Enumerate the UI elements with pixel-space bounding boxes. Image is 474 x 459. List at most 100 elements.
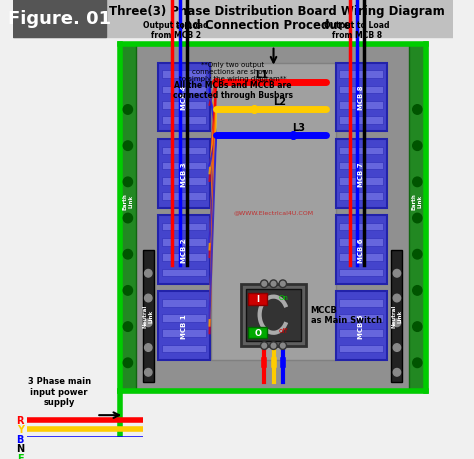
Circle shape — [123, 106, 133, 115]
Text: Three(3) Phase Distribution Board Wiring Diagram: Three(3) Phase Distribution Board Wiring… — [109, 5, 445, 18]
Bar — [241, 284, 306, 346]
Text: Figure. 01: Figure. 01 — [8, 10, 111, 28]
Circle shape — [123, 214, 133, 224]
Circle shape — [145, 270, 152, 278]
Circle shape — [123, 286, 133, 296]
Circle shape — [123, 322, 133, 332]
Text: MCB 6: MCB 6 — [358, 238, 364, 262]
Text: Earth
Link: Earth Link — [412, 192, 423, 209]
Bar — [162, 254, 206, 261]
Bar — [248, 294, 267, 305]
Bar — [143, 250, 154, 382]
Bar — [162, 102, 206, 109]
Bar — [336, 64, 387, 132]
Text: L1: L1 — [255, 70, 268, 80]
Text: Neutral
Link: Neutral Link — [392, 304, 402, 327]
Circle shape — [393, 295, 401, 302]
Bar — [158, 216, 210, 284]
Bar — [162, 162, 206, 170]
Bar — [409, 45, 426, 392]
Bar — [162, 299, 206, 307]
Bar — [339, 162, 383, 170]
Circle shape — [123, 141, 133, 151]
Bar — [162, 345, 206, 353]
Bar — [162, 239, 206, 246]
Circle shape — [413, 214, 422, 224]
Bar — [13, 0, 453, 38]
Bar — [162, 269, 206, 276]
Bar — [339, 239, 383, 246]
Bar — [336, 216, 387, 284]
Bar — [246, 289, 301, 341]
Bar — [211, 64, 336, 360]
Bar — [339, 102, 383, 109]
Circle shape — [123, 250, 133, 259]
Bar — [339, 71, 383, 79]
Bar — [158, 64, 210, 132]
Bar — [392, 250, 402, 382]
Text: O: O — [254, 328, 261, 337]
Bar — [339, 330, 383, 337]
Circle shape — [123, 178, 133, 187]
Text: MCCB
as Main Switch: MCCB as Main Switch — [310, 305, 382, 325]
Circle shape — [261, 280, 268, 288]
Bar — [248, 327, 267, 338]
Text: MCB 4: MCB 4 — [181, 85, 187, 110]
Text: Output to Load
from MCB 2: Output to Load from MCB 2 — [143, 21, 209, 40]
Circle shape — [413, 106, 422, 115]
Circle shape — [393, 344, 401, 352]
Bar — [339, 314, 383, 322]
Circle shape — [145, 319, 152, 327]
Circle shape — [270, 342, 277, 350]
Text: MCB 3: MCB 3 — [181, 162, 187, 186]
Text: L3: L3 — [292, 123, 305, 133]
Circle shape — [393, 270, 401, 278]
Text: 3 Phase main
input power
supply: 3 Phase main input power supply — [27, 377, 91, 406]
Bar — [339, 269, 383, 276]
Bar — [339, 254, 383, 261]
Circle shape — [123, 358, 133, 368]
Text: All the MCBs and MCCB are
connected through Busbars: All the MCBs and MCCB are connected thro… — [173, 81, 293, 100]
Bar — [119, 45, 136, 392]
Bar — [158, 140, 210, 208]
Circle shape — [270, 280, 277, 288]
Circle shape — [261, 342, 268, 350]
Text: N: N — [16, 443, 24, 453]
Text: MCB 8: MCB 8 — [358, 85, 364, 110]
Text: Neutral
Link: Neutral Link — [143, 304, 154, 327]
Text: Output to Load
from MCB 8: Output to Load from MCB 8 — [324, 21, 390, 40]
Bar — [339, 117, 383, 124]
Text: **Only two output
connections are shown
to simply the wiring diagram**: **Only two output connections are shown … — [179, 62, 286, 82]
Bar — [119, 45, 426, 392]
Bar — [162, 86, 206, 94]
Text: B: B — [17, 434, 24, 444]
Bar — [158, 292, 210, 360]
Text: MCB 1: MCB 1 — [181, 313, 187, 338]
Text: E: E — [17, 453, 24, 459]
Bar — [339, 345, 383, 353]
Bar — [13, 0, 106, 38]
Bar — [339, 147, 383, 155]
Text: Y: Y — [17, 425, 24, 435]
Circle shape — [145, 369, 152, 376]
Text: MCB 7: MCB 7 — [358, 162, 364, 186]
Circle shape — [279, 280, 286, 288]
Bar — [162, 330, 206, 337]
Bar — [162, 147, 206, 155]
Circle shape — [145, 344, 152, 352]
Circle shape — [393, 319, 401, 327]
Text: I: I — [256, 295, 259, 304]
Text: L2: L2 — [273, 96, 286, 106]
Circle shape — [413, 141, 422, 151]
Bar — [162, 314, 206, 322]
Circle shape — [145, 295, 152, 302]
Circle shape — [413, 358, 422, 368]
Bar — [339, 178, 383, 185]
Text: On: On — [278, 294, 288, 300]
Bar — [162, 193, 206, 201]
Circle shape — [413, 322, 422, 332]
Bar — [162, 71, 206, 79]
Circle shape — [413, 250, 422, 259]
Bar — [339, 224, 383, 231]
Bar — [339, 86, 383, 94]
